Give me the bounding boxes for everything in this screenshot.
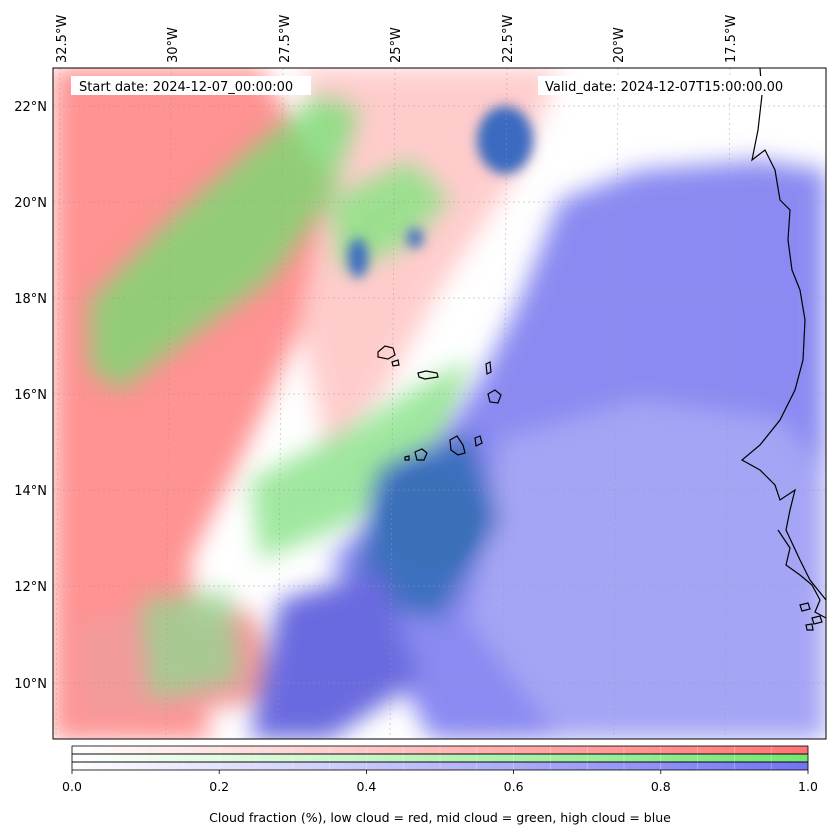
longitude-labels: 32.5°W 30°W 27.5°W 25°W 22.5°W 20°W 17.5… <box>55 15 739 63</box>
africa-inlet-coast <box>777 529 826 619</box>
cape-verde-santo-antao <box>377 345 396 360</box>
lon-label-27-5w: 27.5°W <box>278 15 293 63</box>
colorbar-ticks <box>71 770 809 774</box>
colorbar-mid-cloud <box>72 754 808 762</box>
cape-verde-brava <box>404 455 410 461</box>
colorbar-low-cloud <box>72 746 808 754</box>
latitude-labels: 22°N 20°N 18°N 16°N 14°N 12°N 10°N <box>14 100 47 692</box>
cape-verde-boa-vista <box>487 389 502 404</box>
lat-label-12n: 12°N <box>14 580 47 595</box>
cape-verde-maio <box>474 435 483 447</box>
valid-date-box <box>538 76 808 95</box>
lat-label-20n: 20°N <box>14 196 47 211</box>
cape-verde-sao-nicolau <box>417 370 439 380</box>
colorbar-tick-0-4: 0.4 <box>356 779 376 794</box>
lon-label-17-5w: 17.5°W <box>724 15 739 63</box>
colorbar-divisions <box>108 746 772 770</box>
colorbar-tick-0: 0.0 <box>62 779 82 794</box>
lat-label-14n: 14°N <box>14 484 47 499</box>
africa-coastline <box>740 68 826 601</box>
lon-label-32-5w: 32.5°W <box>55 15 70 63</box>
colorbar-tick-1: 1.0 <box>798 779 818 794</box>
colorbar-tick-labels: 0.0 0.2 0.4 0.6 0.8 1.0 <box>62 779 818 794</box>
map-panel: Start date: 2024-12-07_00:00:00 Valid_da… <box>14 15 827 740</box>
bijagos-islands <box>799 602 823 631</box>
lat-label-16n: 16°N <box>14 388 47 403</box>
cape-verde-santiago <box>449 435 466 456</box>
start-date-label: Start date: 2024-12-07_00:00:00 <box>79 80 293 95</box>
map-frame <box>52 67 827 740</box>
lat-label-18n: 18°N <box>14 292 47 307</box>
gridlines <box>53 68 826 739</box>
deep-cloud-patches <box>348 106 533 570</box>
colorbar-tick-0-2: 0.2 <box>209 779 229 794</box>
colorbar-label: Cloud fraction (%), low cloud = red, mid… <box>209 810 671 825</box>
colorbar-tick-0-6: 0.6 <box>504 779 524 794</box>
colorbar: 0.0 0.2 0.4 0.6 0.8 1.0 Cloud fraction (… <box>62 745 818 825</box>
lon-label-25w: 25°W <box>389 27 404 63</box>
cape-verde-fogo <box>414 448 428 461</box>
lat-label-10n: 10°N <box>14 677 47 692</box>
lon-label-22-5w: 22.5°W <box>501 15 516 63</box>
cape-verde-sao-vicente <box>391 359 400 367</box>
colorbar-high-cloud <box>72 762 808 770</box>
start-date-box <box>71 76 311 95</box>
lon-label-30w: 30°W <box>166 27 181 63</box>
valid-date-label: Valid_date: 2024-12-07T15:00:00.00 <box>545 80 783 95</box>
cape-verde-sal <box>485 361 492 375</box>
high-cloud-field <box>250 160 826 739</box>
lon-label-20w: 20°W <box>612 27 627 63</box>
lat-label-22n: 22°N <box>14 100 47 115</box>
coastlines <box>377 68 826 631</box>
cloud-field <box>53 68 826 739</box>
colorbar-tick-0-8: 0.8 <box>651 779 671 794</box>
